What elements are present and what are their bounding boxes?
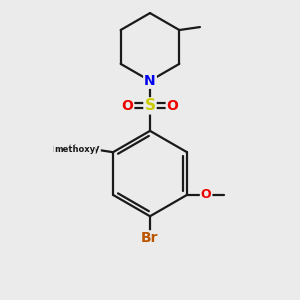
Text: methoxy: methoxy	[54, 145, 95, 154]
Text: methoxy: methoxy	[52, 144, 100, 154]
Text: Br: Br	[141, 231, 159, 245]
Text: O: O	[167, 99, 178, 113]
Text: O: O	[88, 143, 99, 156]
Text: O: O	[122, 99, 133, 113]
Text: S: S	[145, 98, 155, 113]
Text: N: N	[144, 74, 156, 88]
Text: O: O	[201, 188, 212, 201]
